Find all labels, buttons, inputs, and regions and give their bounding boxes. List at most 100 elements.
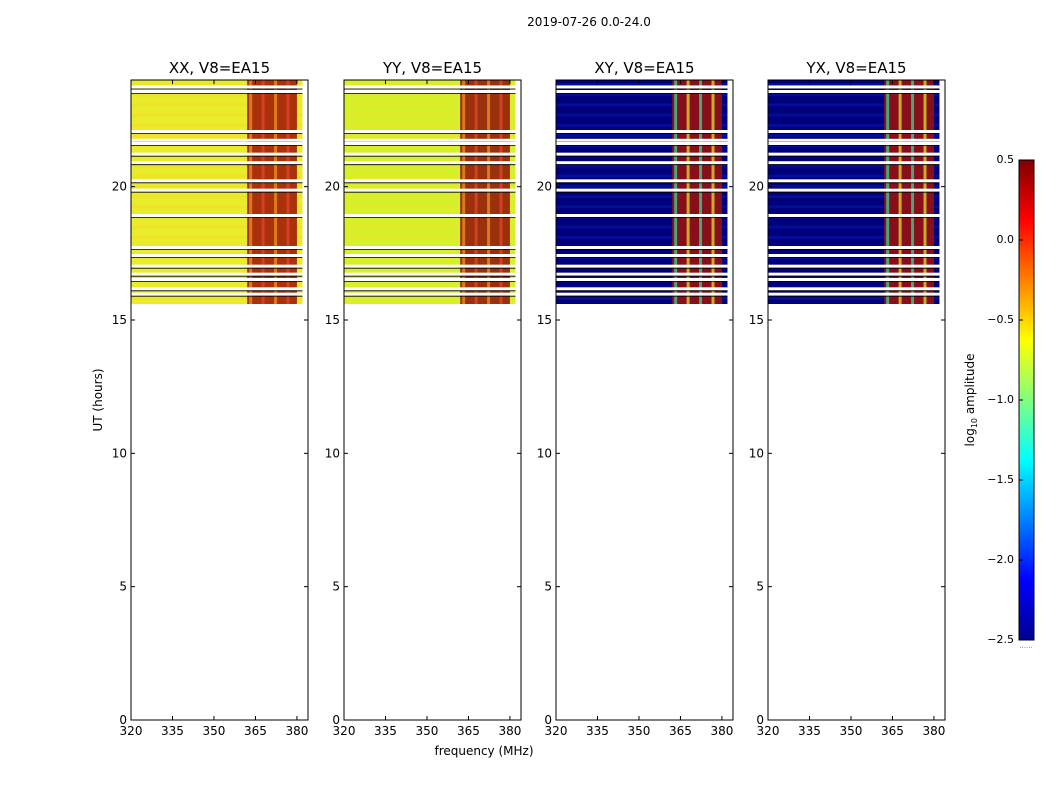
heatmap-gap [556,152,728,156]
heatmap-texture [556,133,728,137]
heatmap-gap [768,292,940,296]
heatmap-gap [768,142,940,145]
colorbar-label: log10 amplitude [963,354,979,447]
heatmap-gap [556,161,728,165]
heatmap-texture [768,113,940,117]
x-tick-label: 365 [457,724,480,738]
colorbar-label-rest: amplitude [963,354,977,418]
heatmap-texture [344,83,516,87]
heatmap-texture [556,205,728,209]
y-tick-label: 10 [112,446,127,460]
heatmap-gap [768,130,940,133]
heatmap-gap [556,246,728,249]
colorbar-tick-label: 0.5 [997,153,1015,166]
heatmap-gap [131,90,303,93]
heatmap-gap [556,278,728,281]
heatmap-gap [768,254,940,257]
heatmap-gap [556,85,728,89]
heatmap-texture [556,103,728,107]
heatmap-texture [556,296,728,300]
axes-frame [343,79,522,721]
heatmap-texture [768,83,940,87]
heatmap-gap [131,152,303,156]
heatmap-gap [131,130,303,133]
heatmap-texture [131,113,303,117]
heatmap-texture [344,225,516,229]
heatmap-gap [344,214,516,217]
heatmap-gap [344,254,516,257]
heatmap-texture [556,225,728,229]
y-tick-label: 10 [325,446,340,460]
heatmap-texture [556,164,728,168]
y-tick-label: 15 [325,313,340,327]
x-tick-label: 380 [710,724,733,738]
y-tick-label: 10 [749,446,764,460]
y-tick-label: 15 [537,313,552,327]
heatmap-gap [344,188,516,192]
heatmap-gap [131,292,303,296]
colorbar-tick-label: −2.0 [987,553,1014,566]
heatmap-gap [768,246,940,249]
x-tick-label: 365 [881,724,904,738]
heatmap-gap [556,90,728,93]
heatmap-gap [131,272,303,276]
x-tick-label: 365 [669,724,692,738]
panel-title: XY, V8=EA15 [594,59,694,77]
heatmap-gap [768,214,940,217]
x-tick-label: 380 [498,724,521,738]
heatmap-texture [344,164,516,168]
figure-suptitle: 2019-07-26 0.0-24.0 [527,15,651,29]
heatmap-gap [131,138,303,142]
heatmap-texture [556,195,728,199]
heatmap-texture [131,174,303,178]
x-tick-label: 320 [333,724,356,738]
heatmap-gap [768,179,940,183]
heatmap-gap [344,130,516,133]
y-tick-label: 5 [119,580,127,594]
heatmap-gap [344,272,516,276]
y-tick-label: 5 [756,580,764,594]
heatmap-1 [131,80,303,304]
heatmap-gap [131,142,303,145]
x-tick-label: 320 [545,724,568,738]
heatmap-texture [344,133,516,137]
y-tick-label: 20 [112,180,127,194]
y-tick-label: 20 [325,180,340,194]
heatmap-texture [344,174,516,178]
heatmap-gap [768,278,940,281]
heatmap-gap [768,152,940,156]
colorbar-label-log: log [963,428,977,446]
heatmap-texture [131,83,303,87]
heatmap-gap [344,278,516,281]
heatmap-gap [344,292,516,296]
colorbar-dots: ...... [1019,642,1032,650]
heatmap-texture [768,164,940,168]
heatmap-gap [768,287,940,291]
panel-1: 320 335 350 365 380 0 5 10 15 20 XX, V8=EA15 [112,59,309,738]
heatmap-gap [344,85,516,89]
y-tick-label: 0 [544,713,552,727]
heatmap-gap [556,287,728,291]
panel-title: XX, V8=EA15 [169,59,270,77]
y-tick-label: 0 [332,713,340,727]
heatmap-gap [344,138,516,142]
heatmap-texture [131,123,303,127]
x-tick-label: 335 [161,724,184,738]
heatmap-gap [131,188,303,192]
heatmap-texture [131,184,303,188]
heatmap-4 [768,80,940,304]
x-tick-label: 335 [798,724,821,738]
heatmap-gap [344,179,516,183]
heatmap-texture [344,235,516,239]
colorbar-tick-label: −1.0 [987,393,1014,406]
heatmap-gap [344,90,516,93]
heatmap-texture [344,113,516,117]
heatmap-texture [131,205,303,209]
heatmap-gap [768,138,940,142]
panel-2: 320 335 350 365 380 0 5 10 15 20 YY, V8=EA15 [325,59,522,738]
heatmap-texture [344,296,516,300]
heatmap-texture [556,113,728,117]
heatmap-gap [556,254,728,257]
heatmap-texture [768,123,940,127]
y-tick-label: 5 [332,580,340,594]
